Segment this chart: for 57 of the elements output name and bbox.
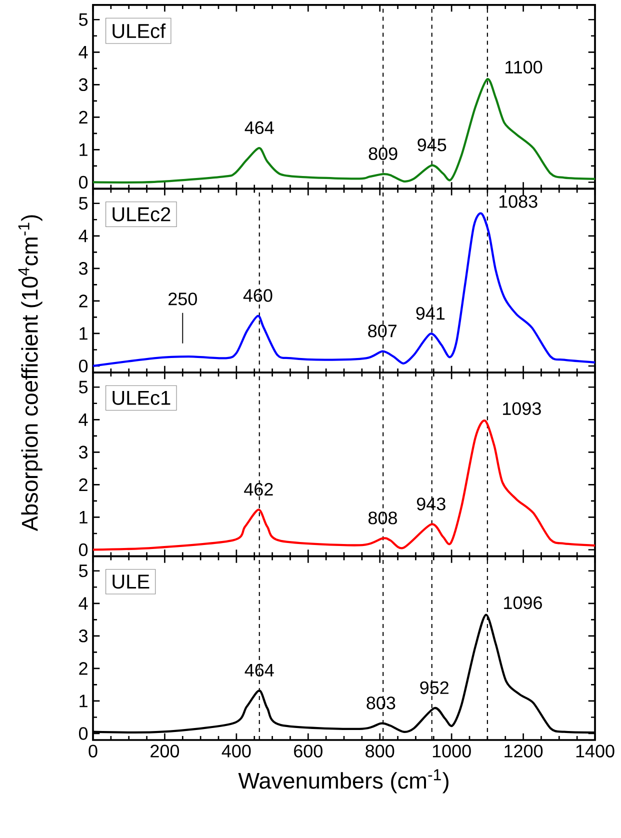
annotation: 1093 bbox=[503, 402, 541, 415]
annotation: 250 bbox=[168, 292, 197, 306]
legend-label: ULE bbox=[112, 574, 150, 589]
y-tick-label: 0 bbox=[78, 543, 88, 556]
x-tick-label: 600 bbox=[294, 744, 322, 758]
x-tick-label: 1400 bbox=[576, 744, 614, 758]
annotation: 464 bbox=[244, 121, 274, 134]
x-tick-label: 0 bbox=[88, 744, 98, 758]
y-tick-label: 4 bbox=[78, 597, 88, 610]
y-tick-label: 5 bbox=[78, 13, 88, 26]
y-tick-label: 0 bbox=[78, 360, 88, 372]
y-tick-label: 2 bbox=[79, 294, 88, 308]
x-axis-title: Wavenumbers (cm$^{-1}$) bbox=[238, 769, 448, 794]
x-tick-label: 200 bbox=[150, 744, 180, 758]
annotation: 808 bbox=[368, 512, 397, 524]
text: ULEcf bbox=[112, 23, 166, 38]
annotation: 462 bbox=[244, 482, 273, 496]
y-tick-label: 3 bbox=[78, 630, 88, 642]
y-tick-label: 4 bbox=[78, 46, 88, 58]
y-tick-label: 0 bbox=[78, 727, 88, 740]
annotation: 807 bbox=[368, 324, 396, 338]
line-series bbox=[92, 420, 596, 551]
x-tick-label: 1200 bbox=[504, 744, 543, 758]
y-tick-label: 0 bbox=[78, 176, 88, 189]
y-tick-label: 2 bbox=[79, 478, 88, 491]
y-tick-label: 4 bbox=[78, 230, 88, 242]
annotation: 941 bbox=[416, 307, 445, 320]
x-tick-label: 1000 bbox=[432, 744, 471, 758]
annotation: 1083 bbox=[499, 195, 538, 208]
annotation: 1100 bbox=[506, 60, 542, 74]
y-tick-label: 5 bbox=[78, 197, 88, 210]
y-tick-label: 1 bbox=[80, 327, 88, 340]
text: ULEc1 bbox=[112, 390, 170, 405]
annotation: 945 bbox=[418, 138, 446, 152]
y-tick-label: 1 bbox=[80, 511, 88, 524]
y-tick-label: 1 bbox=[80, 694, 88, 708]
annotation: 943 bbox=[416, 498, 446, 510]
annotation: 460 bbox=[243, 289, 272, 302]
x-tick-label: 400 bbox=[222, 744, 251, 758]
y-tick-label: 3 bbox=[78, 262, 88, 275]
annotation: 952 bbox=[420, 681, 448, 694]
y-tick-label: 1 bbox=[80, 144, 88, 156]
y-tick-label: 2 bbox=[79, 662, 88, 675]
y-tick-label: 3 bbox=[78, 446, 88, 459]
y-tick-label: 2 bbox=[79, 110, 88, 124]
y-tick-label: 4 bbox=[78, 413, 88, 426]
y-tick-label: 5 bbox=[78, 564, 88, 578]
annotation: 464 bbox=[244, 664, 274, 677]
y-tick-label: 5 bbox=[78, 380, 88, 394]
x-tick-label: 800 bbox=[366, 744, 394, 758]
annotation: 809 bbox=[368, 147, 398, 160]
line-series bbox=[92, 78, 596, 184]
annotation: 1096 bbox=[504, 596, 542, 610]
text: ULEc2 bbox=[112, 207, 170, 222]
y-axis-title: Absorption coefficient (10$^{4}$cm$^{-1}$) bbox=[18, 215, 42, 532]
annotation: 803 bbox=[366, 696, 396, 710]
y-tick-label: 3 bbox=[78, 78, 88, 92]
